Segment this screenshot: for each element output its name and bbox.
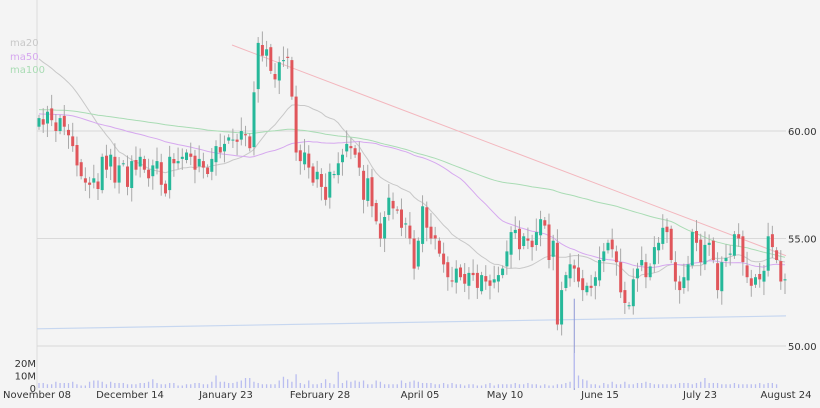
y-tick-label: 60.00 [788,127,817,138]
legend-ma100: ma100 [10,65,45,76]
volume-tick-label: 0 [30,384,36,395]
candles [37,31,787,390]
trend-line [231,44,787,257]
x-tick-label: December 14 [96,390,164,401]
grid-lines [36,0,786,390]
volume-tick-label: 20M [15,359,36,370]
y-tick-label: 50.00 [788,342,817,353]
legend-ma20: ma20 [10,38,39,49]
moving-averages [36,58,787,330]
y-tick-label: 55.00 [788,235,817,246]
x-tick-label: April 05 [401,390,440,401]
x-tick-label: January 23 [198,390,253,401]
x-tick-label: February 28 [290,390,350,401]
x-tick-label: May 10 [487,390,524,401]
legend-ma50: ma50 [10,51,39,63]
x-tick-label: August 24 [761,390,812,401]
x-tick-label: June 15 [580,390,619,401]
x-tick-label: July 23 [682,390,717,401]
x-tick-label: November 08 [3,390,71,401]
volume-tick-label: 10M [15,372,36,383]
legend: ma20 ma50 ma100 [10,37,45,78]
volume-bars [38,353,778,388]
